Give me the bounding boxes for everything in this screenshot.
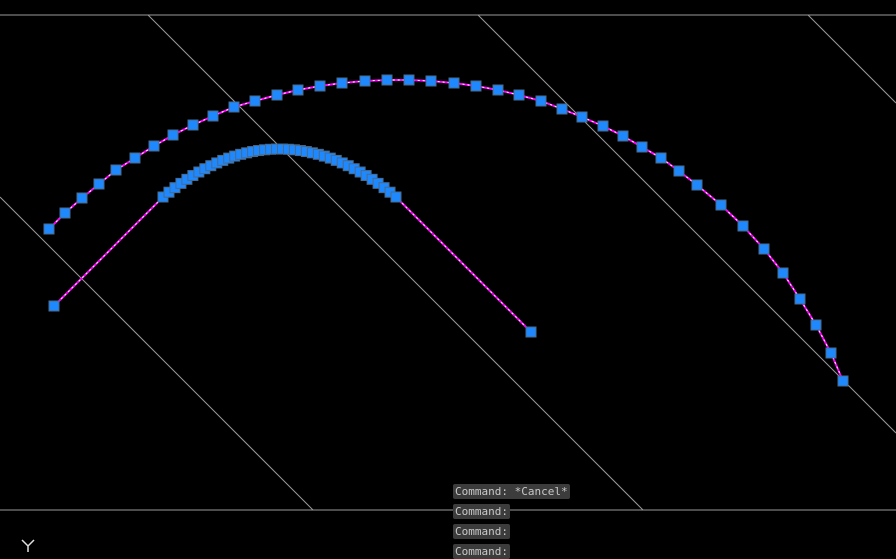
grip-point[interactable]: [359, 75, 371, 87]
grip-point[interactable]: [525, 326, 537, 338]
construction-line: [147, 14, 644, 511]
grip-point[interactable]: [292, 84, 304, 96]
inner-arc-polyline-highlight: [53, 148, 532, 333]
grip-point[interactable]: [249, 95, 261, 107]
construction-lines: [0, 14, 896, 511]
construction-line: [807, 14, 896, 104]
grip-point[interactable]: [271, 89, 283, 101]
grip-point[interactable]: [691, 179, 703, 191]
grip-point[interactable]: [390, 191, 402, 203]
grip-point[interactable]: [470, 80, 482, 92]
grip-point[interactable]: [76, 192, 88, 204]
grip-point[interactable]: [448, 77, 460, 89]
grip-point[interactable]: [535, 95, 547, 107]
grip-point[interactable]: [737, 220, 749, 232]
grip-point[interactable]: [148, 140, 160, 152]
grip-point[interactable]: [425, 75, 437, 87]
grip-point[interactable]: [655, 152, 667, 164]
grip-point[interactable]: [492, 84, 504, 96]
grip-point[interactable]: [129, 152, 141, 164]
grip-point[interactable]: [837, 375, 849, 387]
grip-point[interactable]: [825, 347, 837, 359]
construction-line: [477, 14, 896, 434]
grip-point[interactable]: [43, 223, 55, 235]
grip-point[interactable]: [207, 110, 219, 122]
grip-point[interactable]: [513, 89, 525, 101]
grip-point[interactable]: [576, 111, 588, 123]
inner-arc-polyline[interactable]: [53, 148, 532, 333]
grip-point[interactable]: [59, 207, 71, 219]
grip-point[interactable]: [556, 103, 568, 115]
grip-point[interactable]: [597, 120, 609, 132]
grip-point[interactable]: [381, 74, 393, 86]
grip-point[interactable]: [336, 77, 348, 89]
grip-point[interactable]: [673, 165, 685, 177]
command-history-line: Command: *Cancel*: [453, 484, 570, 499]
grip-point[interactable]: [110, 164, 122, 176]
ucs-y-axis-icon: [21, 539, 35, 552]
command-history-line: Command:: [453, 524, 510, 539]
grip-point[interactable]: [228, 101, 240, 113]
grip-point[interactable]: [167, 129, 179, 141]
grip-point[interactable]: [794, 293, 806, 305]
grip-point[interactable]: [810, 319, 822, 331]
outer-arc-polyline-highlight: [48, 79, 844, 382]
grip-point[interactable]: [187, 119, 199, 131]
grip-point[interactable]: [314, 80, 326, 92]
grip-points[interactable]: [43, 74, 849, 387]
grip-point[interactable]: [758, 243, 770, 255]
grip-point[interactable]: [777, 267, 789, 279]
construction-line: [0, 196, 314, 511]
selected-polylines[interactable]: [48, 79, 844, 382]
grip-point[interactable]: [48, 300, 60, 312]
grip-point[interactable]: [636, 141, 648, 153]
grip-point[interactable]: [93, 178, 105, 190]
grip-point[interactable]: [715, 199, 727, 211]
command-history-line: Command:: [453, 504, 510, 519]
outer-arc-polyline[interactable]: [48, 79, 844, 382]
grip-point[interactable]: [403, 74, 415, 86]
grip-point[interactable]: [617, 130, 629, 142]
